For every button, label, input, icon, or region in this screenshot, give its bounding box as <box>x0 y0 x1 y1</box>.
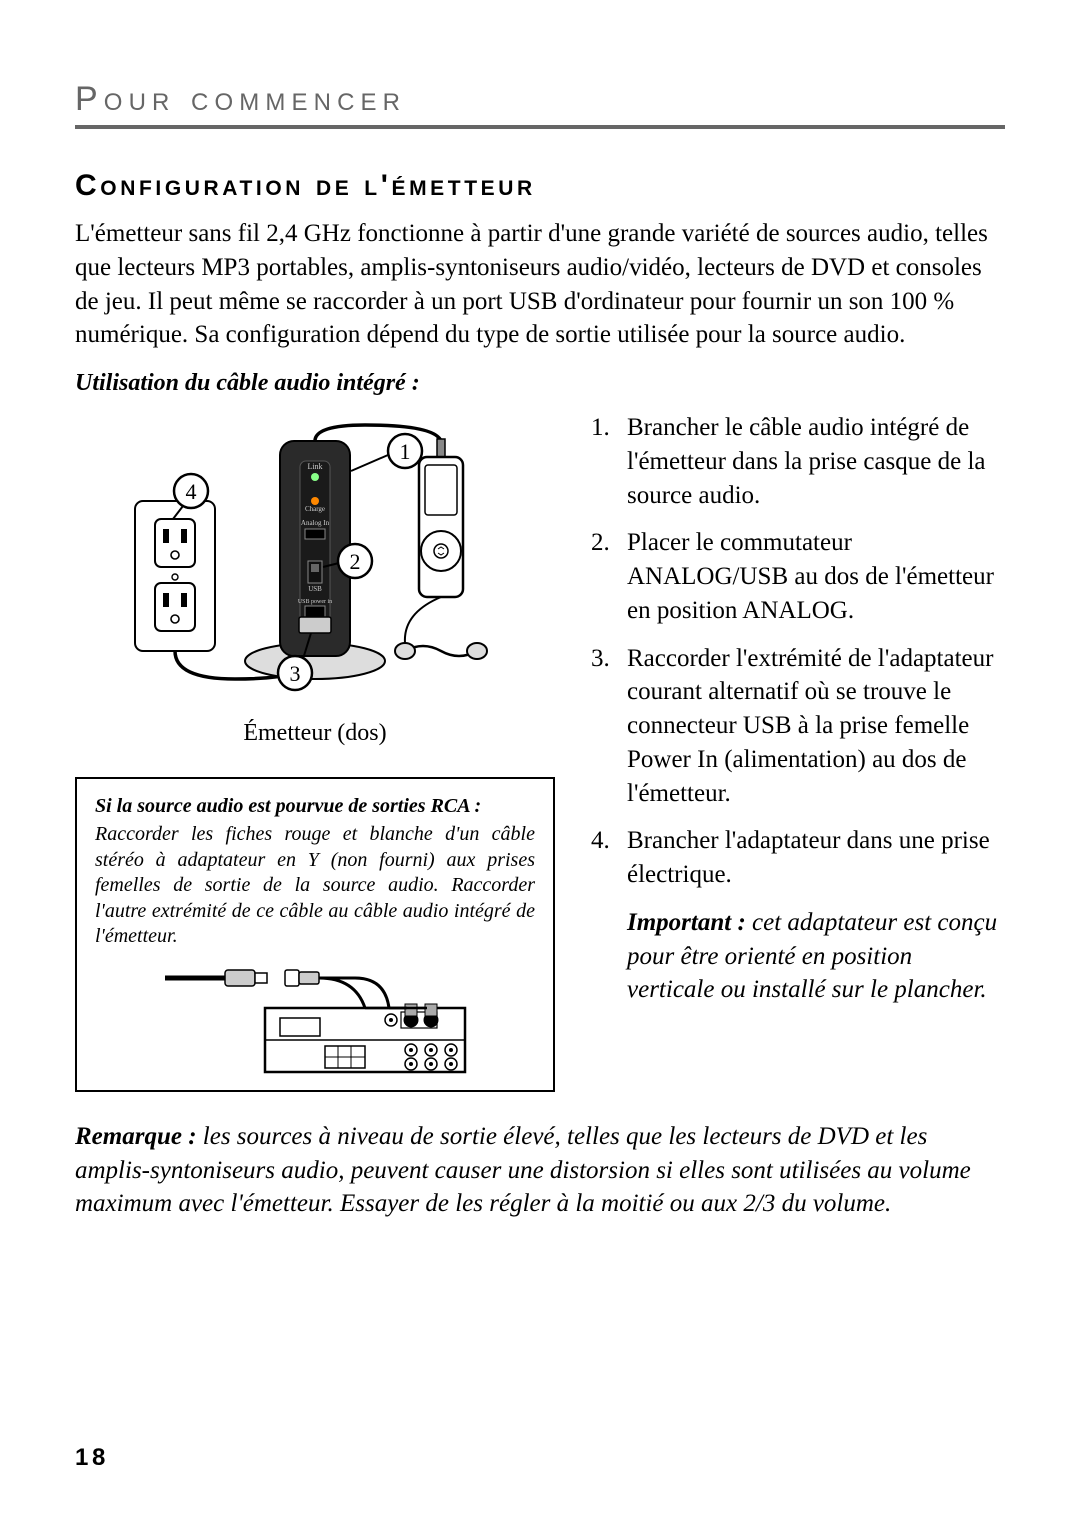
intro-paragraph: L'émetteur sans fil 2,4 GHz fonctionne à… <box>75 217 1005 352</box>
transmitter-diagram: Link Charge Analog In USB USB power in <box>75 411 555 747</box>
step-text: Brancher le câble audio intégré de l'éme… <box>627 411 1005 512</box>
callout-4: 4 <box>186 479 197 504</box>
step-item: 1. Brancher le câble audio intégré de l'… <box>591 411 1005 512</box>
svg-text:Analog In: Analog In <box>301 519 330 527</box>
steps-list: 1. Brancher le câble audio intégré de l'… <box>591 411 1005 892</box>
transmitter-diagram-svg: Link Charge Analog In USB USB power in <box>105 411 525 711</box>
page-number: 18 <box>75 1444 109 1472</box>
step-item: 3. Raccorder l'extrémité de l'adaptateur… <box>591 642 1005 811</box>
remark-note: Remarque : les sources à niveau de sorti… <box>75 1120 1005 1221</box>
rca-diagram-svg <box>155 960 475 1080</box>
step-item: 2. Placer le commutateur ANALOG/USB au d… <box>591 526 1005 627</box>
important-note: Important : cet adaptateur est conçu pou… <box>627 906 1005 1007</box>
svg-text:Charge: Charge <box>305 505 325 513</box>
remark-text: les sources à niveau de sortie élevé, te… <box>75 1123 971 1218</box>
step-item: 4. Brancher l'adaptateur dans une prise … <box>591 824 1005 892</box>
step-text: Placer le commutateur ANALOG/USB au dos … <box>627 526 1005 627</box>
important-lead: Important : <box>627 909 752 936</box>
diagram-caption: Émetteur (dos) <box>75 720 555 747</box>
remark-lead: Remarque : <box>75 1123 203 1150</box>
right-column: 1. Brancher le câble audio intégré de l'… <box>591 411 1005 1007</box>
step-number: 3. <box>591 642 627 811</box>
config-heading: Configuration de l'émetteur <box>75 169 1005 203</box>
svg-text:Link: Link <box>307 462 322 471</box>
step-number: 2. <box>591 526 627 627</box>
rca-note-box: Si la source audio est pourvue de sortie… <box>75 777 555 1092</box>
callout-3: 3 <box>290 661 301 686</box>
step-text: Raccorder l'extrémité de l'adaptateur co… <box>627 642 1005 811</box>
left-column: Link Charge Analog In USB USB power in <box>75 411 555 1092</box>
section-heading: Pour commencer <box>75 80 1005 129</box>
svg-text:USB power in: USB power in <box>298 599 332 605</box>
step-text: Brancher l'adaptateur dans une prise éle… <box>627 824 1005 892</box>
svg-text:USB: USB <box>308 585 322 593</box>
step-number: 1. <box>591 411 627 512</box>
rca-body: Raccorder les fiches rouge et blanche d'… <box>95 822 535 950</box>
callout-1: 1 <box>400 439 411 464</box>
callout-2: 2 <box>350 549 361 574</box>
step-number: 4. <box>591 824 627 892</box>
sub-heading: Utilisation du câble audio intégré : <box>75 370 1005 397</box>
rca-title: Si la source audio est pourvue de sortie… <box>95 795 535 818</box>
two-column-layout: Link Charge Analog In USB USB power in <box>75 411 1005 1092</box>
